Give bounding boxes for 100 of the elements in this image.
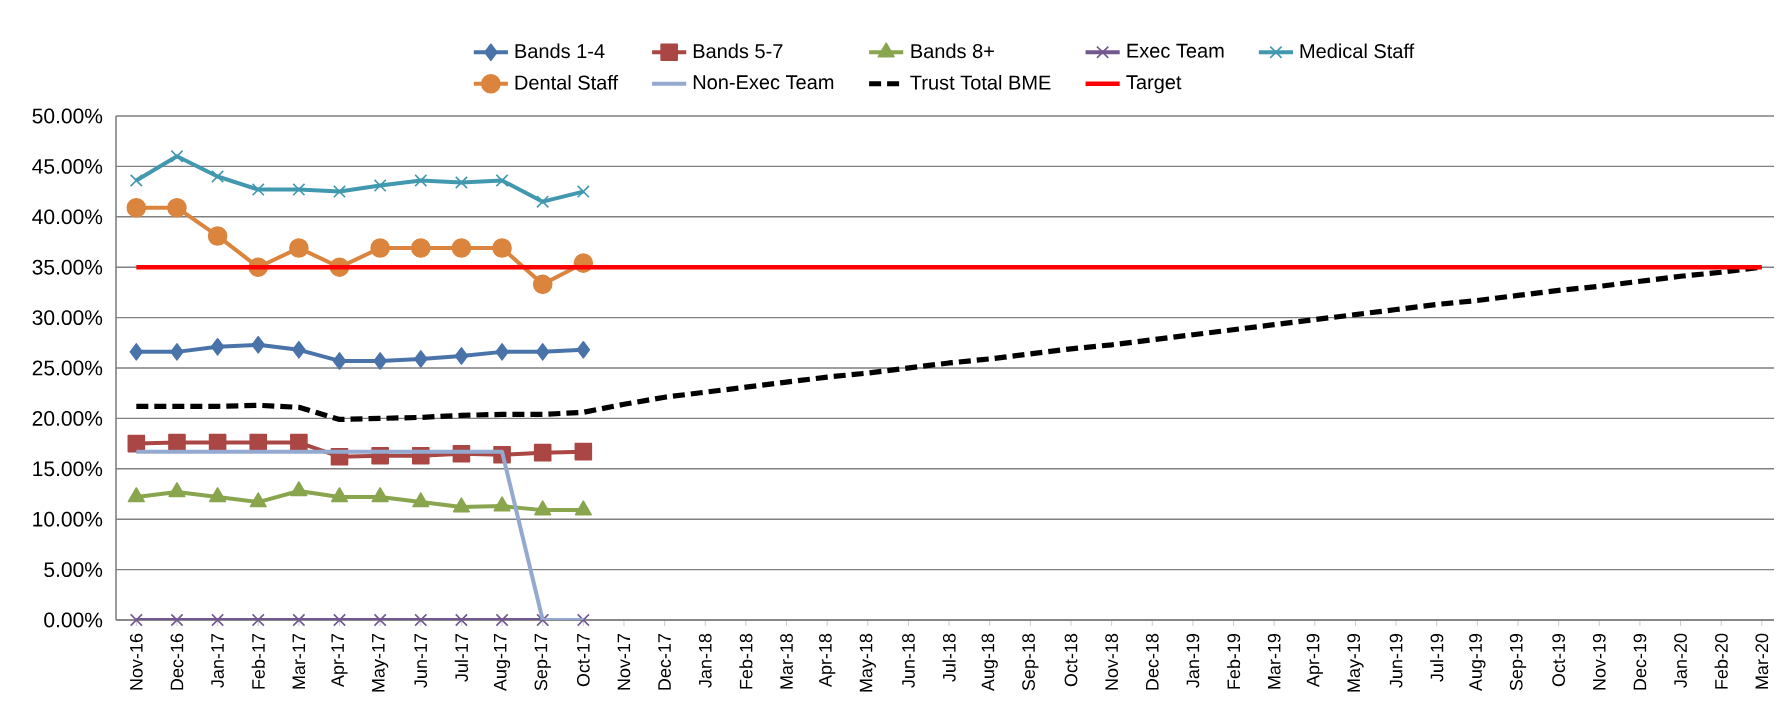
x-tick-label: Jan-20 [1674,633,1687,688]
x-tick-label: Dec-16 [170,633,184,690]
point [495,174,509,187]
point [533,443,552,462]
x-tick-label: Sep-19 [1509,633,1527,691]
point [492,238,512,258]
point [207,226,228,246]
point [167,197,187,218]
legend-label: Dental Staff [515,74,619,90]
x-tick-label: Apr-18 [819,633,836,688]
point [251,336,266,354]
x-tick-label: Dec-18 [1145,633,1159,690]
x-tick-label: Sep-18 [1022,633,1039,691]
point [414,174,428,187]
point [574,442,593,461]
point [332,352,347,370]
y-tick-label: 10.00% [33,511,103,527]
y-tick-label: 30.00% [32,310,103,326]
point [333,613,346,627]
y-tick-label: 40.00% [32,209,103,225]
x-tick-label: Feb-19 [1226,633,1241,689]
point [129,613,143,627]
x-tick-label: Sep-17 [534,633,551,691]
point [495,613,509,627]
point [129,174,143,187]
point [574,500,592,516]
point [373,613,387,627]
x-tick-label: Jan-19 [1186,633,1200,688]
point [451,238,472,258]
y-tick-label: 15.00% [33,461,103,477]
point [170,343,184,361]
point [373,352,387,370]
point [170,149,184,163]
x-tick-label: Jul-17 [454,633,469,682]
point [576,185,590,199]
point [534,500,552,516]
point [249,433,268,452]
point [249,492,267,508]
x-tick-label: Feb-20 [1714,633,1728,689]
x-tick-label: Dec-19 [1633,633,1647,690]
x-tick-label: Jul-19 [1430,633,1444,682]
point [211,613,225,627]
x-tick-label: May-19 [1347,633,1364,692]
x-tick-label: May-18 [859,633,876,692]
x-tick-label: Oct-17 [576,633,590,687]
y-tick-label: 5.00% [44,562,103,578]
x-tick-label: Aug-17 [493,633,511,692]
y-tick-label: 20.00% [32,410,103,426]
x-tick-label: Nov-18 [1105,633,1119,690]
point [536,195,550,209]
x-tick-label: Feb-18 [739,633,753,689]
point [371,487,389,503]
x-tick-label: Dec-17 [658,633,671,690]
point [251,183,265,197]
point [532,274,553,295]
point [292,613,306,627]
point [292,183,306,197]
x-tick-label: Oct-19 [1552,633,1566,687]
point [126,197,147,218]
point [211,170,225,183]
point [333,185,346,199]
x-tick-label: May-17 [372,633,389,692]
x-tick-label: Oct-18 [1064,633,1078,687]
legend-label: Bands 5-7 [693,43,783,59]
point [576,341,591,359]
y-tick-label: 50.00% [32,108,103,124]
x-tick-label: Jan-17 [211,633,224,688]
x-tick-label: Jun-17 [414,633,428,688]
legend-label: Non-Exec Team [693,75,834,90]
legend-label: Bands 1-4 [515,43,605,59]
point [209,487,227,503]
point [170,613,184,627]
point [454,613,468,627]
x-tick-label: Nov-19 [1592,633,1606,690]
point [412,492,430,508]
point [168,482,186,498]
point [168,433,186,452]
x-tick-label: Aug-19 [1469,633,1486,692]
point [127,487,145,503]
x-tick-label: Nov-16 [129,633,143,690]
x-tick-label: Mar-18 [780,633,793,689]
point [535,343,550,361]
point [129,343,144,361]
x-tick-label: Apr-17 [331,633,348,688]
x-tick-label: Nov-17 [617,633,631,690]
x-tick-label: Jun-18 [902,633,915,688]
point [454,176,468,189]
legend-label: Target [1126,75,1182,94]
point [289,238,309,258]
x-tick-label: Feb-17 [251,633,265,689]
point [454,347,469,365]
legend-label: Medical Staff [1300,43,1415,59]
y-tick-label: 0.00% [44,612,103,628]
x-tick-label: Mar-19 [1267,633,1281,689]
y-tick-label: 35.00% [32,259,103,275]
legend-label: Exec Team [1127,43,1224,58]
point [495,343,509,361]
x-tick-label: Jul-18 [942,633,956,682]
x-tick-label: Jan-18 [698,633,712,688]
point [290,481,308,497]
